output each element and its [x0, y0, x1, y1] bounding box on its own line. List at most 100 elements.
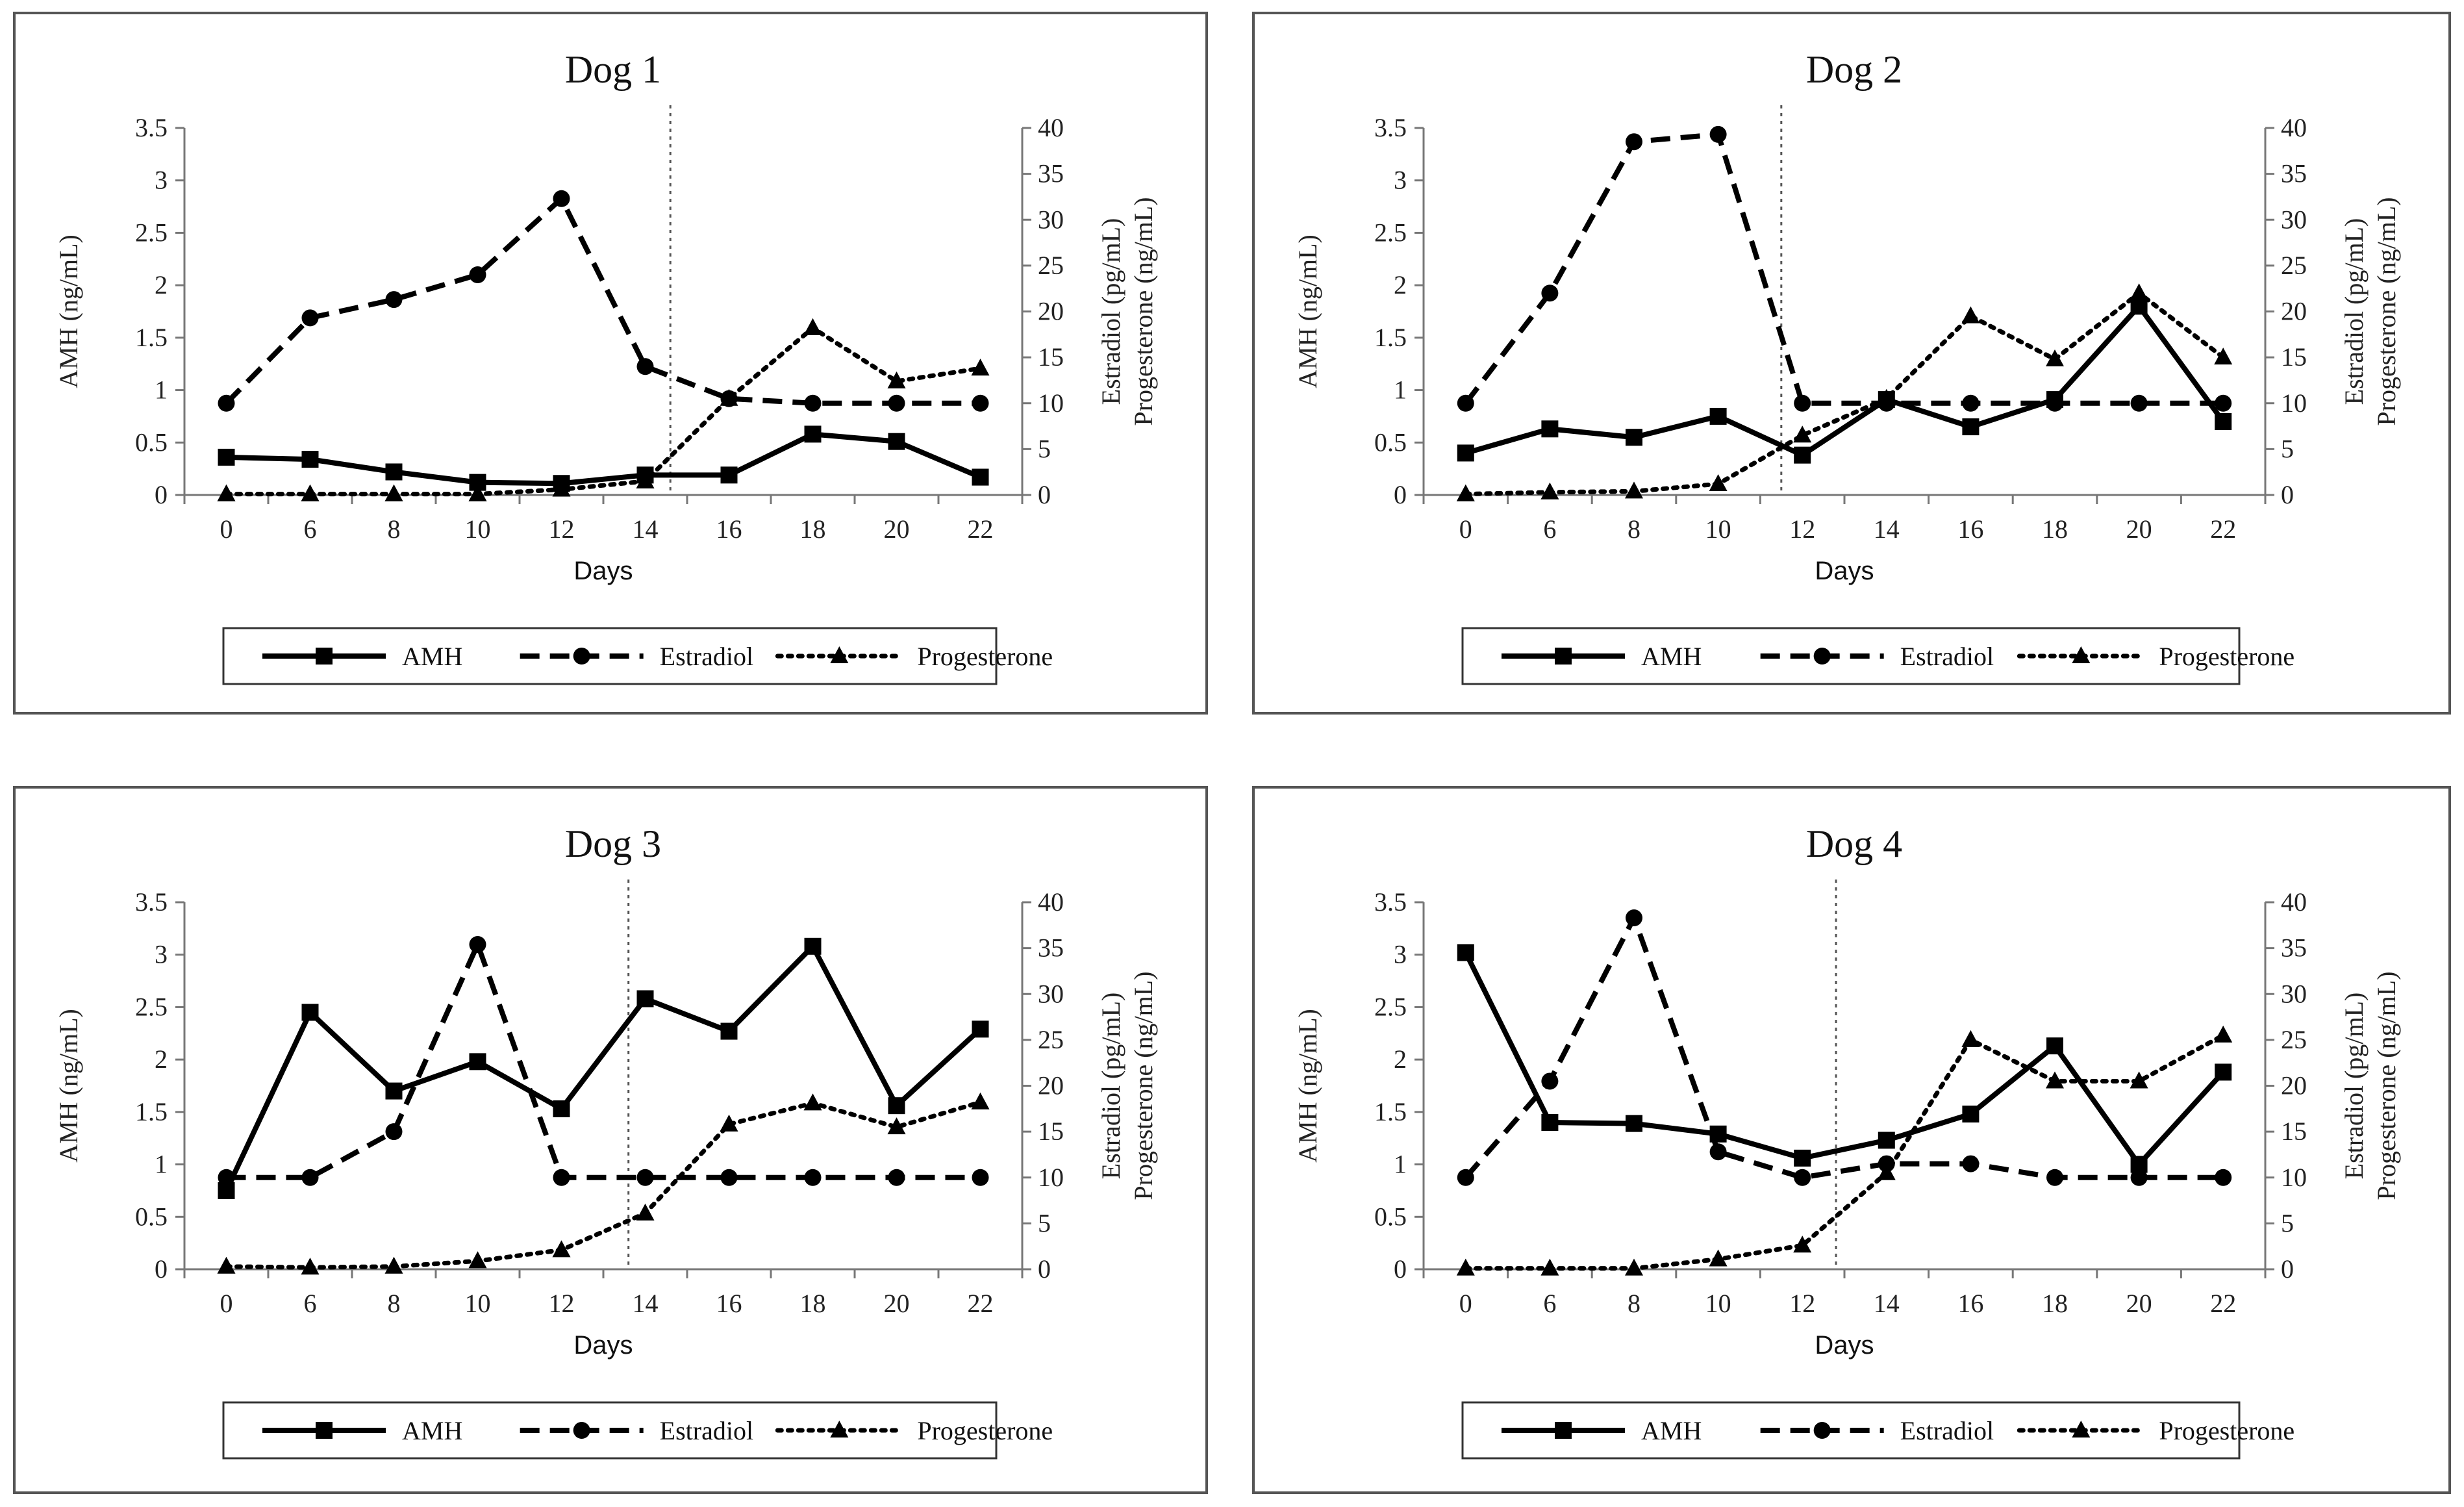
- left-tick-label: 0.5: [135, 427, 168, 457]
- right-tick-label: 25: [2281, 1025, 2307, 1054]
- x-tick-label: 16: [1957, 514, 1983, 544]
- data-point-progesterone: [1456, 484, 1475, 501]
- series-progesterone: [217, 1092, 990, 1275]
- y-axis-title: AMH (ng/mL): [1293, 1009, 1322, 1163]
- data-point-progesterone: [720, 388, 738, 406]
- series-estradiol: [1457, 909, 2232, 1186]
- x-tick-label: 12: [549, 1289, 575, 1318]
- x-tick-label: 18: [800, 514, 826, 544]
- y2-axis-title-line1: Estradiol (pg/mL): [2339, 218, 2369, 405]
- data-point-progesterone: [301, 484, 320, 501]
- right-tick-label: 40: [1038, 887, 1064, 917]
- data-point-progesterone: [1793, 425, 1812, 443]
- data-point-amh: [636, 990, 654, 1007]
- data-point-estradiol: [636, 358, 654, 375]
- data-point-amh: [2215, 1063, 2232, 1081]
- x-tick-label: 12: [1789, 1289, 1815, 1318]
- data-point-estradiol: [469, 266, 486, 283]
- data-point-amh: [972, 1020, 989, 1038]
- x-tick-label: 20: [2126, 1289, 2152, 1318]
- right-tick-label: 5: [1038, 1208, 1051, 1237]
- y2-axis-title-line2: Progesterone (ng/mL): [2372, 971, 2401, 1200]
- data-point-amh: [2130, 298, 2148, 315]
- data-point-progesterone: [1540, 1258, 1559, 1276]
- right-tick-label: 15: [2281, 1117, 2307, 1146]
- legend-label-estradiol: Estradiol: [660, 642, 753, 671]
- legend-label-progesterone: Progesterone: [917, 1416, 1053, 1445]
- data-point-progesterone: [1456, 1258, 1475, 1276]
- x-tick-label: 12: [549, 514, 575, 544]
- data-point-amh: [301, 1004, 319, 1021]
- data-point-amh: [1626, 429, 1642, 446]
- right-tick-label: 15: [1038, 1117, 1064, 1146]
- right-tick-label: 35: [1038, 933, 1064, 963]
- chart-svg-dog-4: Dog 4 0 0.5 1 1.5 2 2.5 3 3.5 0 5 10 15 20 25 30 35 40 0 6 8…: [1293, 822, 2401, 1460]
- data-point-progesterone: [384, 484, 403, 501]
- left-tick-label: 0.5: [1374, 1202, 1407, 1231]
- data-point-amh: [804, 425, 822, 443]
- left-tick-label: 3: [155, 166, 168, 195]
- data-point-progesterone: [971, 359, 990, 376]
- y2-axis-title-line2: Progesterone (ng/mL): [1129, 197, 1158, 425]
- series-line-progesterone: [1463, 1033, 2226, 1271]
- data-point-progesterone: [552, 479, 571, 497]
- data-point-estradiol: [636, 1169, 654, 1186]
- data-point-amh: [1794, 446, 1811, 464]
- data-point-progesterone: [720, 1114, 738, 1132]
- data-point-estradiol: [2130, 1169, 2148, 1186]
- left-tick-label: 2.5: [135, 218, 168, 247]
- data-point-amh: [385, 463, 403, 481]
- legend-label-amh: AMH: [402, 642, 462, 671]
- data-point-estradiol: [1794, 394, 1811, 412]
- chart-title: Dog 2: [1806, 48, 1902, 91]
- data-point-estradiol: [553, 1169, 570, 1186]
- series-line-amh: [1463, 951, 2226, 1167]
- data-point-estradiol: [301, 309, 319, 327]
- x-tick-label: 20: [884, 514, 910, 544]
- data-point-amh: [972, 468, 989, 486]
- x-axis-title: Days: [573, 1331, 633, 1360]
- x-tick-label: 0: [1459, 514, 1472, 544]
- left-tick-label: 1: [155, 375, 168, 405]
- x-tick-label: 0: [220, 514, 233, 544]
- data-point-estradiol: [1962, 1155, 1980, 1172]
- y2-axis-title-line2: Progesterone (ng/mL): [2372, 197, 2401, 425]
- x-tick-label: 22: [2210, 514, 2236, 544]
- data-point-progesterone: [1877, 388, 1896, 406]
- data-point-estradiol: [1709, 125, 1727, 143]
- data-point-progesterone: [1961, 1030, 1980, 1047]
- data-point-progesterone: [468, 484, 487, 501]
- data-point-progesterone: [217, 1256, 236, 1274]
- data-point-progesterone: [1709, 1249, 1728, 1267]
- data-point-estradiol: [2215, 1169, 2232, 1186]
- right-tick-label: 25: [2281, 251, 2307, 280]
- data-point-amh: [2215, 413, 2232, 430]
- chart-svg-dog-1: Dog 1 0 0.5 1 1.5 2 2.5 3 3.5 0 5 10 15 20 25 30 35 40 0 6 8…: [54, 48, 1158, 685]
- data-point-progesterone: [803, 318, 822, 335]
- data-point-progesterone: [217, 484, 236, 501]
- chart-title: Dog 4: [1806, 822, 1902, 865]
- data-point-amh: [720, 466, 738, 484]
- x-tick-label: 6: [304, 1289, 317, 1318]
- right-tick-label: 5: [1038, 434, 1051, 463]
- series-progesterone: [217, 318, 990, 501]
- data-point-progesterone: [2130, 1071, 2148, 1089]
- y-axis-title: AMH (ng/mL): [54, 234, 83, 388]
- left-tick-label: 2: [1394, 1045, 1407, 1074]
- legend-marker-amh: [1555, 648, 1572, 665]
- right-tick-label: 30: [2281, 979, 2307, 1008]
- data-point-estradiol: [1794, 1169, 1811, 1186]
- right-tick-label: 30: [1038, 979, 1064, 1008]
- data-point-estradiol: [1457, 394, 1474, 412]
- series-line-estradiol: [1463, 131, 2224, 406]
- x-tick-label: 18: [2042, 1289, 2068, 1318]
- data-point-amh: [1541, 1114, 1559, 1131]
- data-point-progesterone: [1540, 482, 1559, 500]
- left-tick-label: 2.5: [1374, 218, 1407, 247]
- data-point-amh: [1962, 418, 1980, 436]
- y-axis-title: AMH (ng/mL): [1293, 234, 1322, 388]
- y2-axis-title-line1: Estradiol (pg/mL): [1096, 218, 1125, 405]
- left-tick-label: 3.5: [1374, 113, 1407, 142]
- data-point-amh: [1962, 1106, 1980, 1123]
- legend-marker-amh: [1555, 1422, 1572, 1439]
